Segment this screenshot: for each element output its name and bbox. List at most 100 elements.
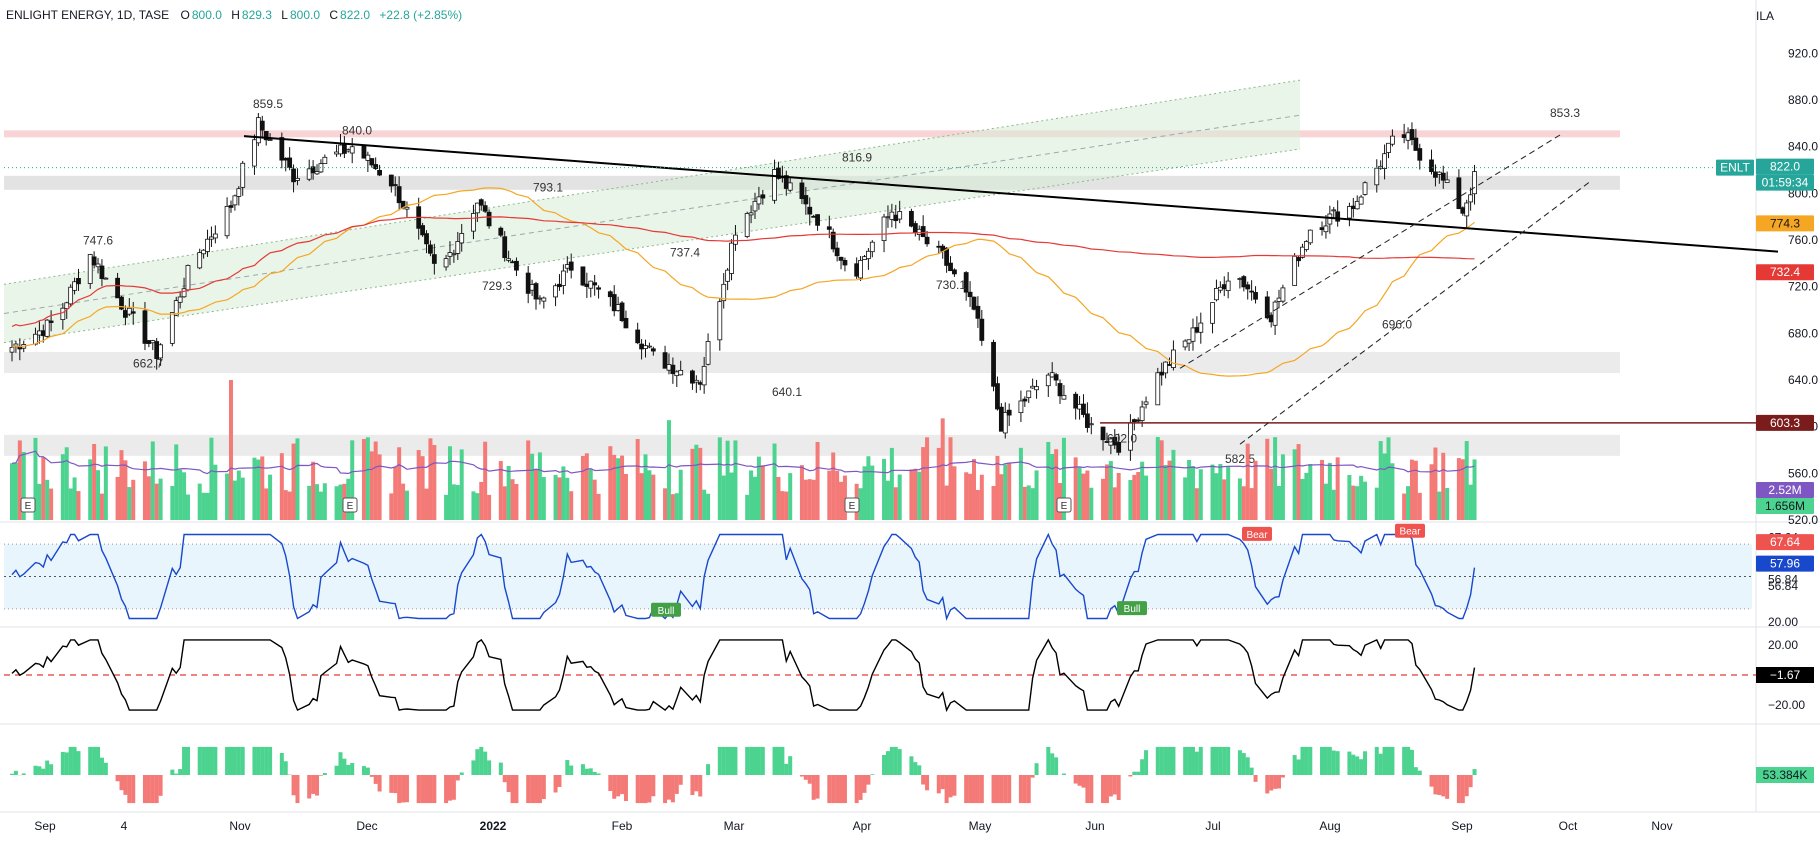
histogram-bar [1465, 775, 1469, 796]
volume-bar [745, 495, 749, 520]
volume-bar [530, 454, 534, 520]
candle-body [362, 146, 366, 159]
candle-body [178, 297, 182, 302]
histogram-bar [608, 775, 612, 791]
candle-body [393, 185, 397, 186]
candle-body [280, 138, 284, 161]
volume-bar [980, 475, 984, 520]
volume-bar [280, 453, 284, 520]
histogram-bar [229, 747, 233, 775]
symbol-title[interactable]: ENLIGHT ENERGY, 1D, TASE [6, 8, 169, 22]
histogram-bar [909, 756, 913, 775]
histogram-bar [1328, 747, 1332, 775]
volume-bar [667, 420, 671, 520]
volume-bar [159, 479, 163, 520]
histogram-bar [252, 747, 256, 775]
volume-bar [1324, 484, 1328, 520]
price-tick-label: 920.0 [1788, 46, 1818, 60]
volume-bar [804, 480, 808, 520]
volume-bar [1379, 441, 1383, 520]
time-tick-label: Oct [1559, 819, 1578, 833]
histogram-bar [1332, 751, 1336, 775]
time-tick-label: Mar [724, 819, 745, 833]
volume-bar [866, 456, 870, 520]
histogram-bar [1046, 747, 1050, 775]
candle-body [733, 235, 737, 244]
histogram-bar [949, 775, 953, 797]
histogram-bar [557, 775, 561, 787]
candle-body [260, 121, 264, 130]
candle-body [917, 229, 921, 234]
close-value: 822.0 [340, 8, 370, 22]
candle-body [757, 197, 761, 204]
histogram-bar [284, 761, 288, 775]
volume-bar [702, 490, 706, 520]
histogram-bar [1136, 772, 1140, 775]
volume-bar [119, 450, 123, 520]
histogram-bar [268, 747, 272, 775]
histogram-bar [1269, 775, 1273, 791]
volume-bar [640, 473, 644, 520]
candle-body [233, 196, 237, 205]
histogram-bar [428, 775, 432, 803]
volume-bar [88, 459, 92, 520]
volume-bar [127, 487, 131, 520]
volume-bar [264, 488, 268, 520]
histogram-bar [37, 766, 41, 775]
volume-bar [1078, 467, 1082, 520]
volume-bar [241, 478, 245, 520]
candle-body [307, 169, 311, 179]
histogram-bar [554, 775, 558, 792]
histogram-bar [565, 760, 569, 775]
candle-body [366, 155, 370, 160]
volume-bar [941, 418, 945, 520]
ma200-badge: 732.4 [1770, 265, 1800, 279]
candle-body [1406, 133, 1410, 141]
candle-body [1183, 341, 1187, 347]
volume-bar [198, 484, 202, 520]
candle-body [1003, 412, 1007, 433]
volume-bar [780, 491, 784, 520]
candle-body [565, 265, 569, 269]
rsi-upper-badge: 67.64 [1770, 535, 1800, 549]
histogram-bar [1085, 775, 1089, 803]
candle-body [569, 262, 573, 270]
candle-body [284, 158, 288, 160]
histogram-bar [1054, 757, 1058, 775]
candle-body [268, 140, 272, 141]
histogram-bar [315, 775, 319, 796]
histogram-bar [1402, 747, 1406, 775]
candle-body [237, 189, 241, 197]
volume-bar [608, 446, 612, 520]
volume-bar [722, 476, 726, 520]
candle-body [1019, 401, 1023, 413]
histogram-bar [460, 772, 464, 775]
candle-body [913, 224, 917, 233]
candle-body [870, 242, 874, 251]
pivot-label: 840.0 [342, 124, 372, 138]
histogram-bar [237, 747, 241, 775]
candle-body [644, 346, 648, 349]
volume-bar [432, 445, 436, 520]
histogram-bar [186, 747, 190, 775]
volume-bar [718, 437, 722, 520]
candle-body [1293, 256, 1297, 285]
volume-bar [557, 477, 561, 520]
candle-body [620, 303, 624, 321]
bear-signal-label: Bear [1399, 527, 1421, 538]
volume-bar [323, 483, 327, 520]
volume-bar [456, 485, 460, 520]
histogram-bar [925, 775, 929, 790]
volume-bar [151, 441, 155, 520]
histogram-bar [1445, 775, 1449, 799]
candle-body [925, 237, 929, 244]
volume-bar [460, 449, 464, 520]
histogram-bar [170, 770, 174, 775]
histogram-bar [397, 775, 401, 803]
candle-body [487, 212, 491, 226]
histogram-group [10, 747, 1477, 803]
candle-body [859, 260, 863, 278]
candle-body [1383, 154, 1387, 169]
